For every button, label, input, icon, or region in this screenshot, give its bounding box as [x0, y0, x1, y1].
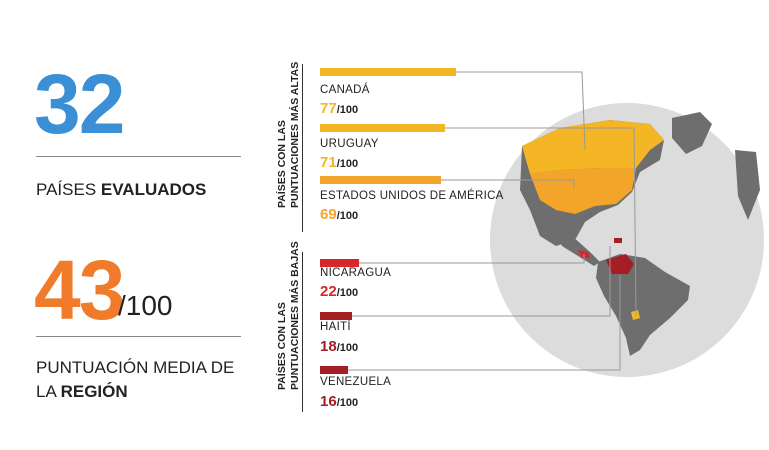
score-bar: [320, 176, 441, 184]
country-name: NICARAGUA: [320, 267, 392, 279]
top-group-label-line-2: PUNTUACIONES MÁS ALTAS: [289, 61, 301, 208]
countries-evaluated-number: 32: [34, 57, 125, 151]
score-denominator: /100: [336, 287, 359, 299]
country-score: 69/100: [320, 206, 358, 223]
top-group-label: PAÍSES CON LAS PUNTUACIONES MÁS ALTAS: [276, 62, 302, 208]
score-denominator: /100: [336, 158, 359, 170]
score-denominator: /100: [336, 210, 359, 222]
country-score: 71/100: [320, 154, 358, 171]
uruguay-connector: [444, 127, 637, 317]
group-divider-bottom: [302, 252, 303, 412]
venezuela-connector: [348, 275, 621, 371]
score-value: 77: [320, 100, 337, 117]
countries-evaluated-label: PAÍSES EVALUADOS: [36, 178, 206, 202]
score-bar: [320, 68, 456, 76]
country-score: 16/100: [320, 393, 358, 410]
score-denominator: /100: [336, 104, 359, 116]
score-bar: [320, 312, 352, 320]
score-denominator: /100: [336, 342, 359, 354]
haiti-region: [614, 238, 622, 243]
top-group-label-line-1: PAÍSES CON LAS: [276, 120, 288, 208]
label-line-2-prefix: LA: [36, 382, 61, 401]
bottom-group-label-line-1: PAÍSES CON LAS: [276, 302, 288, 390]
venezuela-region: [606, 254, 634, 274]
country-name: ESTADOS UNIDOS DE AMÉRICA: [320, 190, 504, 202]
country-name: HAITÍ: [320, 321, 351, 333]
label-line-2-bold: REGIÓN: [60, 382, 128, 401]
divider: [36, 336, 241, 337]
country-score: 18/100: [320, 338, 358, 355]
country-name: URUGUAY: [320, 138, 379, 150]
europe-africa-land: [735, 150, 760, 220]
haiti-connector: [352, 246, 611, 317]
score-bar: [320, 124, 445, 132]
greenland-land: [672, 112, 712, 154]
bottom-group-label-line-2: PUNTUACIONES MÁS BAJAS: [289, 241, 301, 390]
label-line-1: PUNTUACIÓN MEDIA DE: [36, 358, 235, 377]
label-bold: EVALUADOS: [100, 180, 207, 199]
score-bar: [320, 259, 359, 267]
score-value: 16: [320, 393, 337, 410]
usa-connector: [440, 179, 575, 188]
score-value: 18: [320, 338, 337, 355]
divider: [36, 156, 241, 157]
score-value: 22: [320, 283, 337, 300]
score-value: 69: [320, 206, 337, 223]
bottom-group-label: PAÍSES CON LAS PUNTUACIONES MÁS BAJAS: [276, 241, 302, 390]
canada-region: [522, 120, 664, 174]
score-value: 71: [320, 154, 337, 171]
average-score-number: 43: [34, 243, 125, 337]
average-score-label: PUNTUACIÓN MEDIA DE LA REGIÓN: [36, 356, 234, 404]
score-bar: [320, 366, 348, 374]
canada-connector: [456, 71, 586, 151]
country-score: 77/100: [320, 100, 358, 117]
label-prefix: PAÍSES: [36, 180, 101, 199]
country-score: 22/100: [320, 283, 358, 300]
country-name: CANADÁ: [320, 84, 370, 96]
nicaragua-connector: [358, 254, 585, 264]
country-name: VENEZUELA: [320, 376, 392, 388]
group-divider-top: [302, 64, 303, 232]
score-denominator: /100: [336, 397, 359, 409]
average-score-denominator: /100: [118, 290, 173, 321]
